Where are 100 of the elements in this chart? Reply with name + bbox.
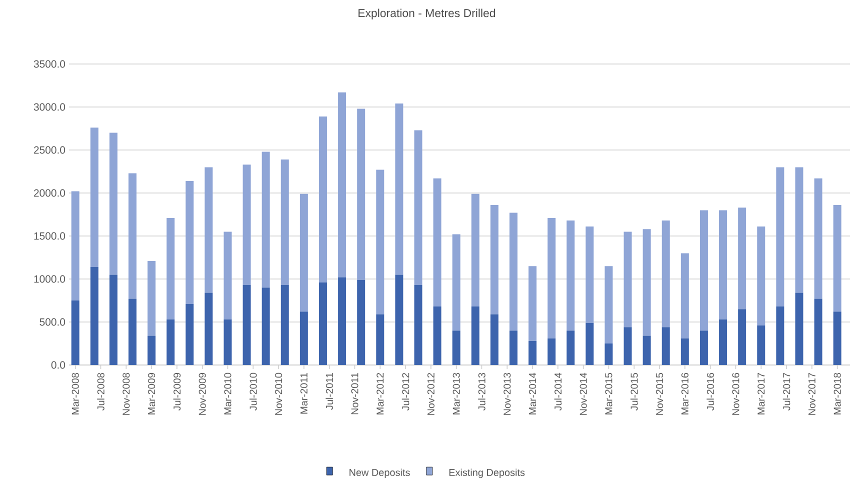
x-tick-label: Jul-2012 — [402, 373, 410, 411]
y-tick-label: 1500.0 — [34, 232, 66, 240]
bar — [471, 194, 480, 307]
x-tick-label: Jul-2017 — [782, 373, 790, 411]
bar — [148, 260, 156, 336]
bar — [833, 312, 842, 365]
bar — [604, 266, 613, 344]
bar — [166, 319, 175, 365]
bar — [586, 322, 594, 365]
bar — [642, 229, 651, 336]
y-tick-label: 500.0 — [40, 318, 66, 326]
x-tick-label: Nov-2017 — [808, 373, 816, 415]
bar — [795, 167, 804, 293]
x-tick-label: Nov-2013 — [504, 372, 511, 415]
bar — [738, 208, 746, 310]
bar — [586, 226, 594, 323]
legend-label: New Deposits — [350, 468, 410, 478]
bar — [186, 304, 194, 365]
bar — [509, 212, 518, 331]
bar — [566, 220, 575, 331]
bar — [433, 306, 442, 365]
bar — [395, 104, 404, 275]
x-tick-label: Mar-2011 — [300, 373, 308, 414]
bar — [338, 277, 346, 365]
x-tick-label: Jul-2014 — [554, 372, 562, 411]
chart-title: Exploration - Metres Drilled — [358, 8, 496, 20]
bar — [452, 330, 460, 365]
x-tick-label: Nov-2011 — [351, 373, 358, 414]
bar — [757, 325, 766, 365]
bar — [604, 344, 613, 365]
bar — [300, 312, 308, 365]
bar — [757, 226, 766, 326]
bar — [814, 178, 822, 299]
bar — [357, 108, 366, 280]
bar — [128, 298, 136, 365]
bar — [700, 330, 708, 365]
x-tick-label: Jul-2015 — [630, 372, 638, 411]
bar — [109, 132, 118, 275]
bar — [90, 266, 98, 365]
bar — [776, 167, 784, 307]
bar — [376, 314, 384, 365]
bar — [548, 338, 556, 365]
x-tick-label: Nov-2008 — [122, 372, 130, 415]
bar — [795, 292, 804, 365]
x-tick-label: Jul-2009 — [173, 372, 181, 411]
bar — [528, 266, 537, 341]
x-tick-label: Mar-2018 — [834, 372, 841, 414]
bar — [242, 285, 251, 365]
bar — [280, 285, 289, 365]
x-tick-label: Nov-2016 — [732, 372, 740, 415]
bar — [414, 130, 422, 286]
x-tick-label: Mar-2015 — [605, 372, 612, 414]
y-tick-label: 1000.0 — [34, 275, 66, 283]
y-tick-label: 3000.0 — [34, 103, 66, 111]
x-tick-label: Mar-2016 — [681, 372, 688, 414]
x-tick-label: Jul-2011 — [326, 373, 333, 410]
bar — [262, 288, 270, 365]
bar — [433, 178, 442, 307]
bar — [509, 330, 518, 365]
bar — [262, 152, 270, 288]
bar — [242, 164, 251, 286]
bar — [719, 210, 728, 320]
bar — [642, 336, 651, 365]
bar — [566, 330, 575, 365]
x-tick-label: Jul-2013 — [478, 372, 486, 411]
bar — [680, 338, 689, 365]
y-tick-label: 3500.0 — [34, 60, 66, 68]
bar — [204, 292, 213, 365]
bar — [71, 191, 80, 300]
x-tick-label: Nov-2015 — [656, 372, 664, 415]
bar — [300, 194, 308, 312]
x-tick-label: Mar-2009 — [148, 372, 156, 414]
x-tick-label: Nov-2010 — [275, 372, 282, 415]
bar — [548, 218, 556, 338]
bar — [528, 340, 537, 365]
x-tick-label: Mar-2008 — [72, 372, 79, 414]
legend-label: Existing Deposits — [449, 468, 525, 478]
x-tick-label: Nov-2012 — [427, 373, 434, 415]
bar — [719, 319, 728, 365]
x-tick-label: Mar-2012 — [376, 373, 384, 414]
y-tick-label: 2000.0 — [34, 189, 66, 197]
bar — [624, 232, 632, 328]
bar — [700, 210, 708, 331]
bar — [318, 116, 327, 282]
x-tick-label: Mar-2013 — [452, 372, 460, 414]
bar — [90, 128, 98, 267]
x-tick-label: Mar-2017 — [758, 373, 765, 414]
bar — [338, 92, 346, 278]
bar — [680, 253, 689, 338]
x-tick-label: Mar-2014 — [529, 372, 536, 414]
bar — [71, 300, 80, 365]
bar — [357, 280, 366, 365]
bar — [738, 309, 746, 365]
y-tick-label: 0.0 — [51, 361, 66, 369]
bar — [148, 336, 156, 365]
bar — [624, 327, 632, 365]
bar — [109, 274, 118, 365]
bar — [414, 285, 422, 365]
x-tick-label: Nov-2014 — [580, 372, 587, 415]
bar — [204, 167, 213, 293]
